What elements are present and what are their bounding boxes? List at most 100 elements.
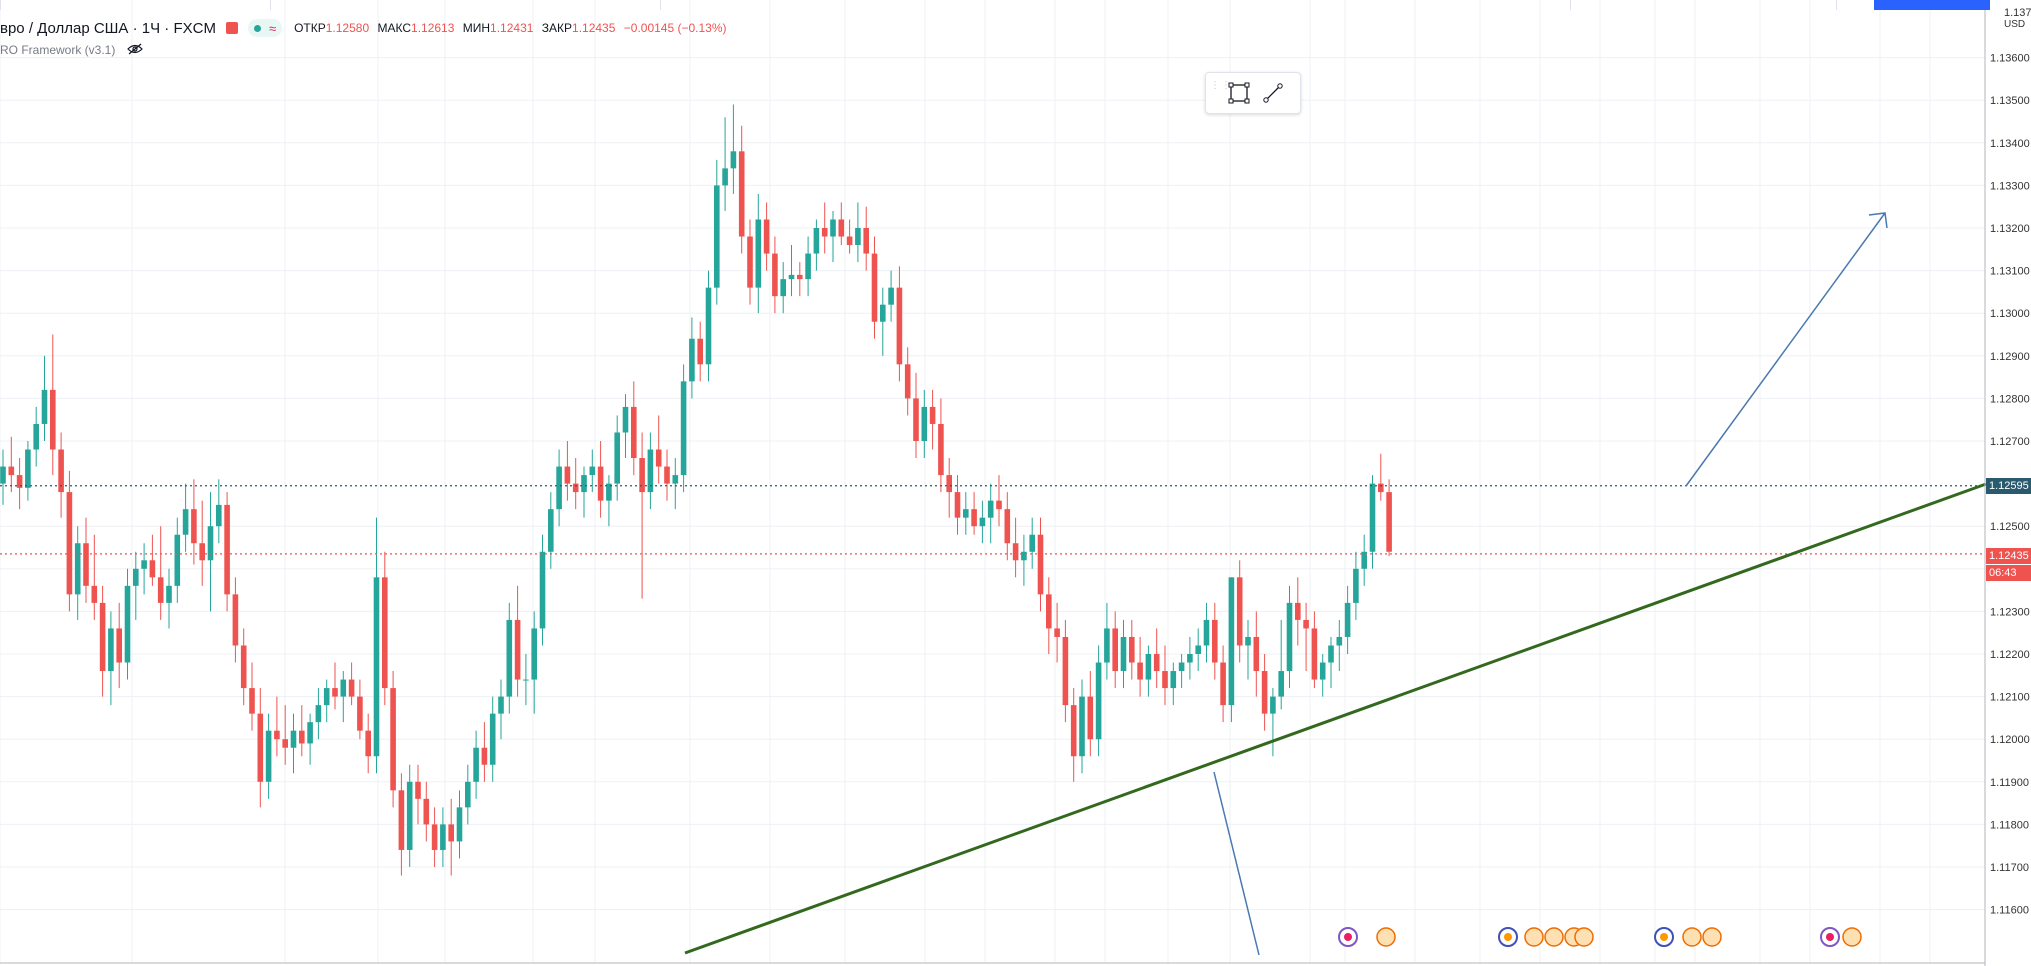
candle-body <box>614 432 620 484</box>
axis-tick-label: 1.12800 <box>1990 393 2030 405</box>
event-icon[interactable] <box>1338 927 1358 947</box>
top-toolbar-segment[interactable] <box>1836 0 1867 10</box>
candle-body <box>323 688 330 706</box>
candle-body <box>1046 594 1052 629</box>
candle <box>548 492 554 569</box>
event-icon[interactable] <box>1654 927 1674 947</box>
flag-icon[interactable] <box>225 22 238 34</box>
open-label: ОТКР <box>294 21 326 35</box>
candle <box>365 713 371 774</box>
drag-handle-icon[interactable]: ⋮⋮ <box>1210 80 1232 91</box>
axis-tick-label: 1.13100 <box>1990 266 2030 278</box>
event-icon[interactable] <box>1498 927 1518 947</box>
market-status-pill[interactable]: ≈ <box>247 19 283 37</box>
candle-body <box>498 696 504 714</box>
trendline-tool-icon[interactable] <box>1256 76 1290 110</box>
candle <box>1170 662 1177 706</box>
candle <box>846 219 853 254</box>
candle <box>74 526 81 620</box>
green-trendline[interactable] <box>684 482 1987 955</box>
axis-tick-label: 1.12000 <box>1990 734 2030 746</box>
candle-body <box>730 151 737 169</box>
trend-drawings[interactable] <box>684 212 1987 956</box>
candle <box>755 193 762 314</box>
top-action-button[interactable] <box>1874 0 1990 10</box>
candle <box>390 671 396 808</box>
economic-events-row <box>1338 927 1862 947</box>
candle-body <box>182 509 189 535</box>
candle <box>672 458 679 510</box>
candle <box>855 202 861 263</box>
candle-body <box>863 228 869 254</box>
candle-body <box>448 824 454 842</box>
candle-body <box>987 500 994 518</box>
candle <box>1120 619 1127 689</box>
candle-body <box>929 406 936 424</box>
axis-tick-label: 1.12700 <box>1990 436 2030 448</box>
candle-body <box>274 730 280 740</box>
candle <box>680 364 687 493</box>
candle-body <box>1303 619 1309 629</box>
candle-body <box>755 219 762 288</box>
top-toolbar-segment[interactable] <box>0 0 171 10</box>
candle <box>514 585 521 697</box>
candle-body <box>1220 662 1226 706</box>
candle <box>1087 671 1094 757</box>
candle <box>489 696 496 782</box>
flag-icon[interactable] <box>1682 927 1722 947</box>
symbol-name[interactable]: вро / Доллар США · 1Ч · FXCM <box>0 19 216 37</box>
axis-tick-label: 1.12500 <box>1990 521 2030 533</box>
candle <box>1303 602 1309 672</box>
top-toolbar-segment[interactable] <box>270 0 391 10</box>
candle-body <box>1336 636 1343 646</box>
candle-body <box>207 526 214 561</box>
event-icon[interactable] <box>1820 927 1840 947</box>
down-line[interactable] <box>1213 771 1260 956</box>
candle-body <box>99 602 106 672</box>
candle-body <box>166 585 172 603</box>
candle-body <box>1278 671 1284 697</box>
candle-body <box>390 688 396 791</box>
candle <box>639 432 645 599</box>
top-toolbar-segment[interactable] <box>1570 0 1581 10</box>
candle-body <box>1079 696 1085 757</box>
candle <box>738 125 745 254</box>
candle <box>1270 688 1276 757</box>
candle <box>1253 611 1260 697</box>
flag-icon[interactable] <box>1574 927 1594 947</box>
flag-icon[interactable] <box>1376 927 1396 947</box>
top-toolbar-segment[interactable] <box>660 0 921 10</box>
candle-body <box>1037 534 1044 595</box>
price-axis[interactable]: 1.13600 1.13500 1.13400 1.13300 1.13200 1.131… <box>1984 0 2031 966</box>
candle-body <box>0 466 6 484</box>
horizontal-levels <box>0 485 1985 555</box>
indicator-legend[interactable]: RO Framework (v3.1) <box>0 42 144 58</box>
hide-eye-icon[interactable] <box>127 42 144 58</box>
high-value: 1.12613 <box>411 21 455 35</box>
candle <box>606 475 612 527</box>
candle-body <box>33 423 39 450</box>
candle-body <box>1137 662 1143 680</box>
countdown-label: 06:43 <box>1986 565 2031 581</box>
candle-body <box>16 475 23 488</box>
candle-body <box>1378 483 1384 493</box>
up-arrow-line[interactable] <box>1685 212 1886 487</box>
candle-body <box>1353 568 1359 603</box>
candle <box>481 722 488 782</box>
candle <box>913 372 919 459</box>
rectangle-tool-icon[interactable] <box>1222 76 1256 110</box>
candle <box>971 492 977 535</box>
candle-body <box>539 551 546 629</box>
candle <box>614 415 620 501</box>
candle-body <box>672 475 679 484</box>
candle <box>1344 585 1351 654</box>
candle <box>987 483 994 544</box>
candle <box>323 679 330 723</box>
flag-icon[interactable] <box>1842 927 1862 947</box>
candle-body <box>1195 645 1201 654</box>
candle <box>1129 619 1135 680</box>
candle-body <box>572 483 579 493</box>
axis-tick-label: 1.11900 <box>1990 777 2029 789</box>
symbol-legend: вро / Доллар США · 1Ч · FXCM ≈ ОТКР1.125… <box>0 18 732 38</box>
